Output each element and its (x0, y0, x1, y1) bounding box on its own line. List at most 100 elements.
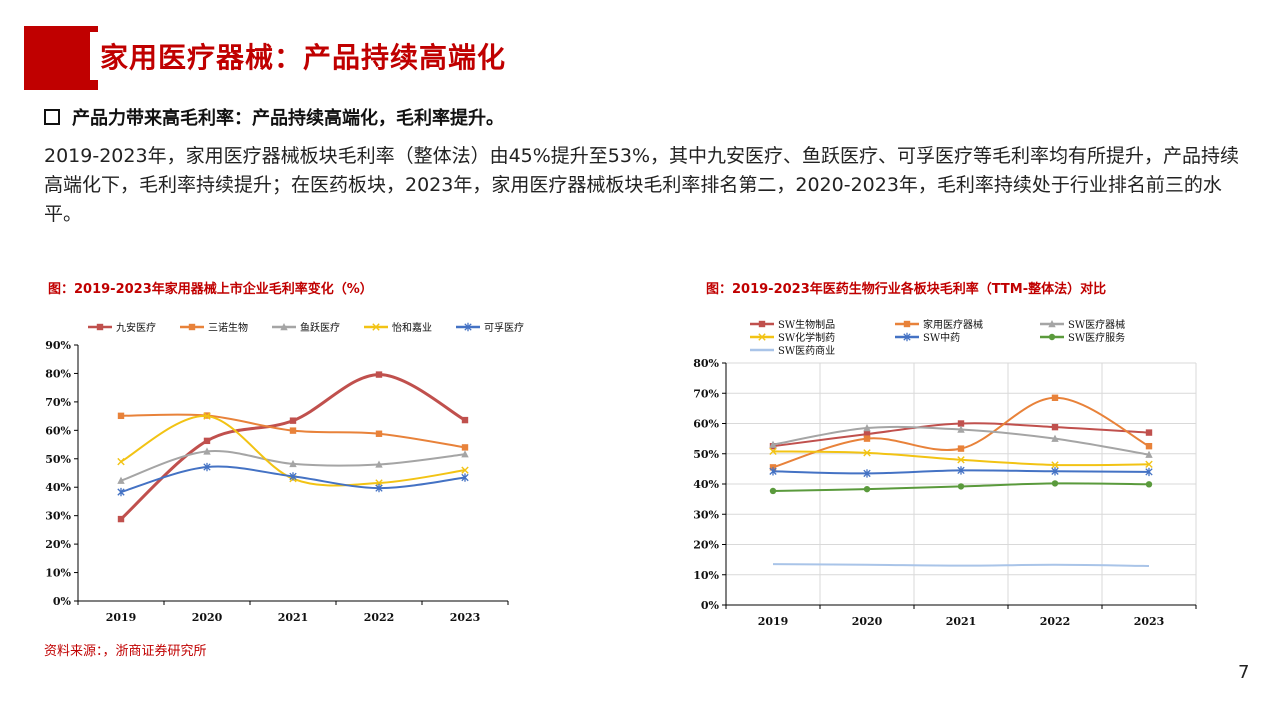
chart1-legend-item: 九安医疗 (88, 321, 156, 334)
chart2-data-point (957, 456, 965, 464)
body-paragraph: 2019-2023年，家用医疗器械板块毛利率（整体法）由45%提升至53%，其中… (44, 145, 1240, 225)
chart2-x-tick-label: 2022 (1040, 615, 1071, 628)
chart1-title: 图：2019-2023年家用器械上市企业毛利率变化（%） (48, 282, 373, 297)
chart1-data-point (203, 412, 211, 420)
chart2-legend-item: SW生物制品 (750, 318, 835, 331)
chart2-data-point (769, 440, 777, 448)
chart1-series-line (119, 373, 466, 521)
chart1-data-point (117, 476, 125, 484)
title-accent-block (24, 26, 98, 90)
chart2-x-tick-label: 2020 (852, 615, 883, 628)
chart2-data-point (957, 483, 965, 490)
chart1-data-point (461, 473, 469, 482)
chart1-data-point (289, 417, 297, 424)
chart1-data-point (289, 427, 297, 434)
chart2-data-point (1051, 461, 1059, 469)
chart1-legend-marker (464, 322, 472, 332)
chart1-x-tick-label: 2022 (364, 611, 395, 624)
chart2-data-point (1145, 460, 1153, 469)
chart2-data-point (863, 485, 871, 493)
chart2-data-point (1145, 442, 1153, 450)
chart2-y-tick-label: 50% (693, 448, 719, 461)
chart2-data-point (1145, 429, 1153, 436)
chart1-data-point (461, 450, 469, 458)
chart1-y-tick-label: 60% (45, 424, 71, 437)
chart1-data-point (203, 462, 211, 472)
chart2-data-point (957, 420, 965, 427)
chart2-series-3 (769, 447, 1153, 469)
chart1-data-point (375, 371, 383, 378)
chart1-data-point (461, 444, 469, 451)
chart1-y-tick-label: 10% (45, 567, 71, 580)
chart1-data-point (289, 472, 297, 481)
chart2-legend-item: SW医药商业 (750, 344, 835, 357)
chart1-y-tick-label: 70% (45, 396, 71, 409)
chart1-legend-marker (96, 323, 104, 331)
chart1-y-tick-label: 0% (53, 595, 72, 608)
chart1-legend-marker (280, 323, 288, 331)
chart1-x-tick-label: 2020 (192, 611, 223, 624)
chart2-y-tick-label: 60% (693, 418, 719, 431)
chart1-series-2 (117, 447, 469, 484)
chart1-legend-label: 鱼跃医疗 (300, 321, 340, 334)
chart2-legend-label: SW医药商业 (778, 344, 835, 357)
square-bullet-icon (44, 109, 60, 125)
chart2-data-point (1051, 394, 1059, 401)
chart2-legend-label: SW中药 (923, 331, 960, 344)
chart2-data-point (1145, 467, 1153, 477)
chart1-data-point (375, 460, 383, 468)
chart1-data-point (461, 416, 469, 424)
chart1-data-point (117, 487, 125, 497)
chart1-data-point (203, 437, 211, 445)
chart2-data-point (1051, 423, 1059, 431)
chart2-data-point (1051, 480, 1059, 487)
chart2-legend-marker (1048, 333, 1056, 341)
chart1-legend-label: 可孚医疗 (484, 321, 524, 334)
chart1-y-tick-label: 80% (45, 367, 71, 380)
chart2-y-tick-label: 0% (701, 599, 720, 612)
chart1-legend: 九安医疗 三诺生物 鱼跃医疗 怡和嘉业 可孚医疗 (88, 321, 524, 334)
chart2-data-point (1145, 450, 1153, 458)
subheading-text: 产品力带来高毛利率：产品持续高端化，毛利率提升。 (72, 108, 504, 129)
chart2-x-tick-label: 2019 (758, 615, 789, 628)
chart2-data-point (957, 425, 965, 433)
chart2-legend-marker (903, 320, 911, 328)
chart1-axes: 0% 10% 20% 30% 40% 50% 60% 70% 80% 90% 2019 2020 202… (45, 339, 509, 624)
chart2-legend-label: 家用医疗器械 (923, 318, 983, 331)
chart2-y-tick-label: 30% (693, 508, 719, 521)
chart1-legend-label: 九安医疗 (116, 321, 156, 334)
chart1-data-point (375, 430, 383, 437)
chart2-legend-item: 家用医疗器械 (895, 318, 983, 331)
chart2-y-tick-label: 80% (693, 357, 719, 370)
chart2-series-2 (769, 424, 1153, 458)
chart2-series-line (772, 563, 1150, 567)
chart2-legend-item: SW医疗器械 (1040, 318, 1125, 331)
chart2-series-5 (769, 480, 1153, 495)
chart2-y-tick-label: 40% (693, 478, 719, 491)
chart2-legend-item: SW医疗服务 (1040, 331, 1125, 344)
chart2-data-point (863, 449, 871, 457)
chart2-legend-marker (1048, 320, 1056, 328)
chart1-y-tick-label: 50% (45, 453, 71, 466)
subheading: 产品力带来高毛利率：产品持续高端化，毛利率提升。 (44, 104, 504, 130)
chart1-x-tick-label: 2021 (278, 611, 309, 624)
chart2-data-point (1145, 481, 1153, 488)
chart2-legend-item: SW化学制药 (750, 331, 835, 344)
chart1-data-point (289, 459, 297, 468)
chart1-x-tick-label: 2019 (106, 611, 137, 624)
chart2-legend-item: SW中药 (895, 331, 960, 344)
chart2-data-point (1051, 434, 1059, 442)
chart2-legend-marker (758, 333, 766, 341)
chart2-series-4 (769, 466, 1153, 478)
page-number: 7 (1238, 662, 1250, 683)
chart1-svg: 0% 10% 20% 30% 40% 50% 60% 70% 80% 90% 2019 2020 202… (45, 321, 524, 624)
chart2-data-point (957, 445, 965, 452)
chart2-data-point (863, 430, 871, 438)
chart1-data-point (117, 412, 125, 420)
chart2-data-point (1051, 467, 1059, 476)
chart1-legend-item: 可孚医疗 (456, 321, 524, 334)
chart1-y-tick-label: 90% (45, 339, 71, 352)
chart2-svg: 0% 10% 20% 30% 40% 50% 60% 70% 80% 2019 2020 2021 20… (693, 318, 1197, 628)
chart2-data-point (863, 469, 871, 478)
chart1-legend-marker (188, 323, 196, 331)
